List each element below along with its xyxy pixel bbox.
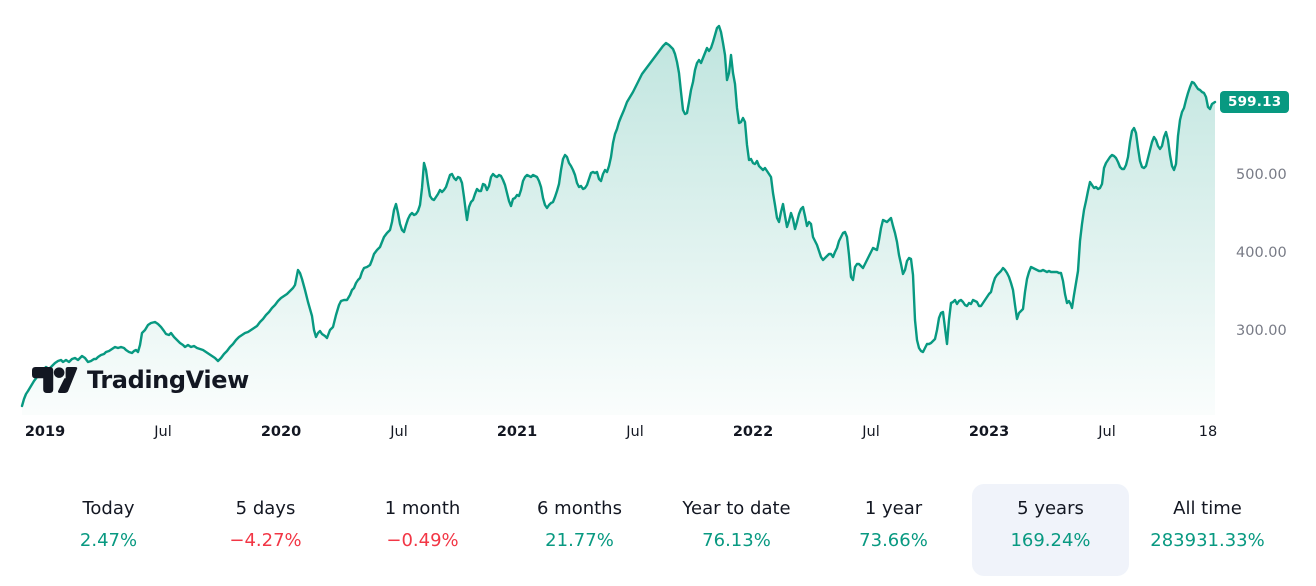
price-line-series <box>20 24 1217 408</box>
range-tab-all-time[interactable]: All time 283931.33% <box>1129 484 1286 576</box>
y-axis-label: 500.00 <box>1236 167 1287 183</box>
range-tab-5-years[interactable]: 5 years 169.24% <box>972 484 1129 576</box>
x-axis-label: 2022 <box>732 424 774 440</box>
x-axis-label: 2023 <box>968 424 1010 440</box>
range-tab-1-month[interactable]: 1 month −0.49% <box>344 484 501 576</box>
x-axis: 2019 Jul 2020 Jul 2021 Jul 2022 Jul 2023 Jul 18 <box>0 422 1316 444</box>
range-tab-change-value: −0.49% <box>386 530 459 551</box>
range-tab-label: All time <box>1173 498 1242 519</box>
range-tab-label: Today <box>82 498 135 519</box>
range-tab-label: 6 months <box>537 498 622 519</box>
x-axis-label: Jul <box>1098 424 1116 440</box>
range-tab-label: 5 days <box>235 498 296 519</box>
x-axis-label: Jul <box>626 424 644 440</box>
range-tab-change-value: 73.66% <box>859 530 928 551</box>
performance-range-bar: Today 2.47% 5 days −4.27% 1 month −0.49% 6 mon… <box>30 484 1286 576</box>
x-axis-label: 2020 <box>260 424 302 440</box>
y-axis-label: 400.00 <box>1236 245 1287 261</box>
range-tab-change-value: 76.13% <box>702 530 771 551</box>
x-axis-label: Jul <box>390 424 408 440</box>
range-tab-6-months[interactable]: 6 months 21.77% <box>501 484 658 576</box>
range-tab-5-days[interactable]: 5 days −4.27% <box>187 484 344 576</box>
x-axis-label: 2021 <box>496 424 538 440</box>
range-tab-today[interactable]: Today 2.47% <box>30 484 187 576</box>
x-axis-label: Jul <box>154 424 172 440</box>
x-axis-label: 18 <box>1198 424 1218 440</box>
price-chart-area[interactable]: 500.00 400.00 300.00 599.13 TradingView 20… <box>0 0 1316 450</box>
range-tab-change-value: 21.77% <box>545 530 614 551</box>
x-axis-label: 2019 <box>24 424 66 440</box>
range-tab-change-value: −4.27% <box>229 530 302 551</box>
range-tab-label: 5 years <box>1017 498 1084 519</box>
tradingview-logo-icon <box>32 367 78 393</box>
range-tab-1-year[interactable]: 1 year 73.66% <box>815 484 972 576</box>
range-tab-label: 1 month <box>384 498 461 519</box>
tradingview-logo-text: TradingView <box>87 366 249 394</box>
last-price-label: 599.13 <box>1220 91 1290 113</box>
x-axis-label: Jul <box>862 424 880 440</box>
range-tab-change-value: 283931.33% <box>1150 530 1265 551</box>
price-area-fill <box>22 26 1215 415</box>
range-tab-year-to-date[interactable]: Year to date 76.13% <box>658 484 815 576</box>
range-tab-label: Year to date <box>682 498 791 519</box>
range-tab-change-value: 2.47% <box>79 530 138 551</box>
price-chart-svg[interactable] <box>0 0 1316 450</box>
range-tab-label: 1 year <box>864 498 923 519</box>
tradingview-logo[interactable]: TradingView <box>32 366 249 394</box>
range-tab-change-value: 169.24% <box>1010 530 1091 551</box>
y-axis-label: 300.00 <box>1236 323 1287 339</box>
